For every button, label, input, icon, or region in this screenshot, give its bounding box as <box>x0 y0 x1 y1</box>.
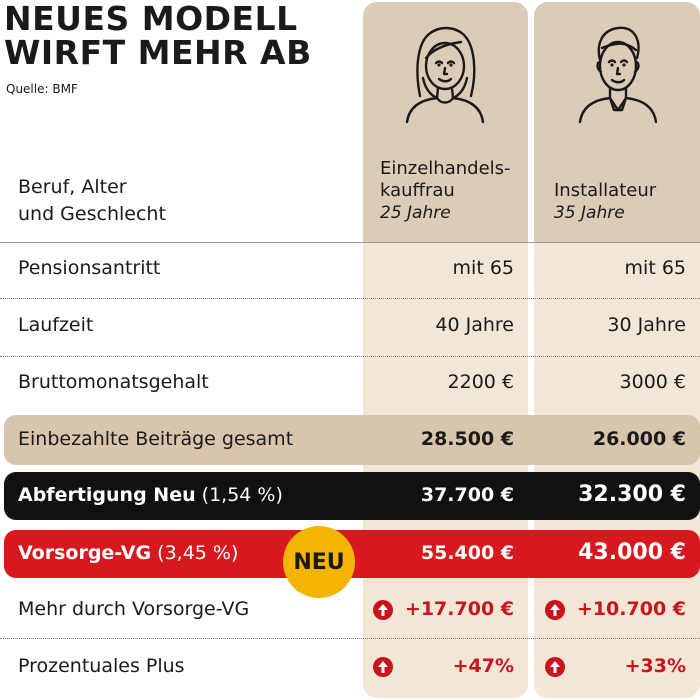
title-line-1: NEUES MODELL <box>4 0 298 38</box>
person-1-job-line-1: Einzelhandels- <box>380 158 511 179</box>
abfertigung-value-2: 32.300 € <box>578 482 686 507</box>
row-label: Prozentuales Plus <box>18 655 185 677</box>
prozent-value-1: +47% <box>452 655 514 677</box>
vorsorge-rate: (3,45 %) <box>157 542 239 564</box>
arrow-up-circle-icon <box>545 657 565 677</box>
paid-value-1: 28.500 € <box>420 428 514 450</box>
arrow-up-circle-icon <box>545 600 565 620</box>
paid-value-2: 26.000 € <box>592 428 686 450</box>
row-label: Pensionsantritt <box>18 257 161 279</box>
abfertigung-label: Abfertigung Neu (1,54 %) <box>18 484 283 506</box>
vorsorge-value-2: 43.000 € <box>578 540 686 565</box>
vorsorge-label: Vorsorge-VG (3,45 %) <box>18 542 238 564</box>
source-note: Quelle: BMF <box>6 82 78 96</box>
chart-title: NEUES MODELL WIRFT MEHR AB <box>4 2 312 70</box>
abfertigung-value-1: 37.700 € <box>420 484 514 506</box>
title-line-2: WIRFT MEHR AB <box>4 33 312 72</box>
person-2-age: 35 Jahre <box>554 203 625 223</box>
header-divider <box>0 242 700 243</box>
neu-badge: NEU <box>283 526 355 598</box>
man-avatar-icon <box>578 26 658 124</box>
row-label: Bruttomonatsgehalt <box>18 371 209 393</box>
row-value-1: 2200 € <box>447 371 514 393</box>
prozent-value-2: +33% <box>624 655 686 677</box>
person-1-job-line-2: kauffrau <box>380 180 455 201</box>
band-abfertigung-neu <box>4 472 700 520</box>
row-label: Mehr durch Vorsorge-VG <box>18 598 250 620</box>
abfertigung-rate: (1,54 %) <box>201 484 283 506</box>
woman-avatar-icon <box>405 26 485 124</box>
row-divider <box>0 298 700 299</box>
header-row-label: Beruf, Alter und Geschlecht <box>18 174 166 228</box>
row-divider <box>0 638 700 639</box>
row-divider <box>0 356 700 357</box>
person-1-header: Einzelhandels- kauffrau 25 Jahre <box>380 158 511 224</box>
person-2-header: Installateur 35 Jahre <box>554 180 656 224</box>
row-value-2: mit 65 <box>624 257 686 279</box>
row-value-1: 40 Jahre <box>435 314 514 336</box>
arrow-up-circle-icon <box>373 600 393 620</box>
vorsorge-label-main: Vorsorge-VG <box>18 542 152 564</box>
person-1-age: 25 Jahre <box>380 203 451 223</box>
arrow-up-circle-icon <box>373 657 393 677</box>
mehr-value-2: +10.700 € <box>576 598 686 620</box>
abfertigung-label-main: Abfertigung Neu <box>18 484 196 506</box>
row-label: Laufzeit <box>18 314 94 336</box>
paid-label: Einbezahlte Beiträge gesamt <box>18 428 294 450</box>
row-value-2: 3000 € <box>619 371 686 393</box>
mehr-value-1: +17.700 € <box>404 598 514 620</box>
header-label-line-2: und Geschlecht <box>18 203 166 225</box>
person-2-job: Installateur <box>554 180 657 201</box>
row-value-1: mit 65 <box>452 257 514 279</box>
band-einbezahlte-beitraege <box>4 415 700 465</box>
vorsorge-value-1: 55.400 € <box>420 542 514 564</box>
row-value-2: 30 Jahre <box>607 314 686 336</box>
header-label-line-1: Beruf, Alter <box>18 176 127 198</box>
